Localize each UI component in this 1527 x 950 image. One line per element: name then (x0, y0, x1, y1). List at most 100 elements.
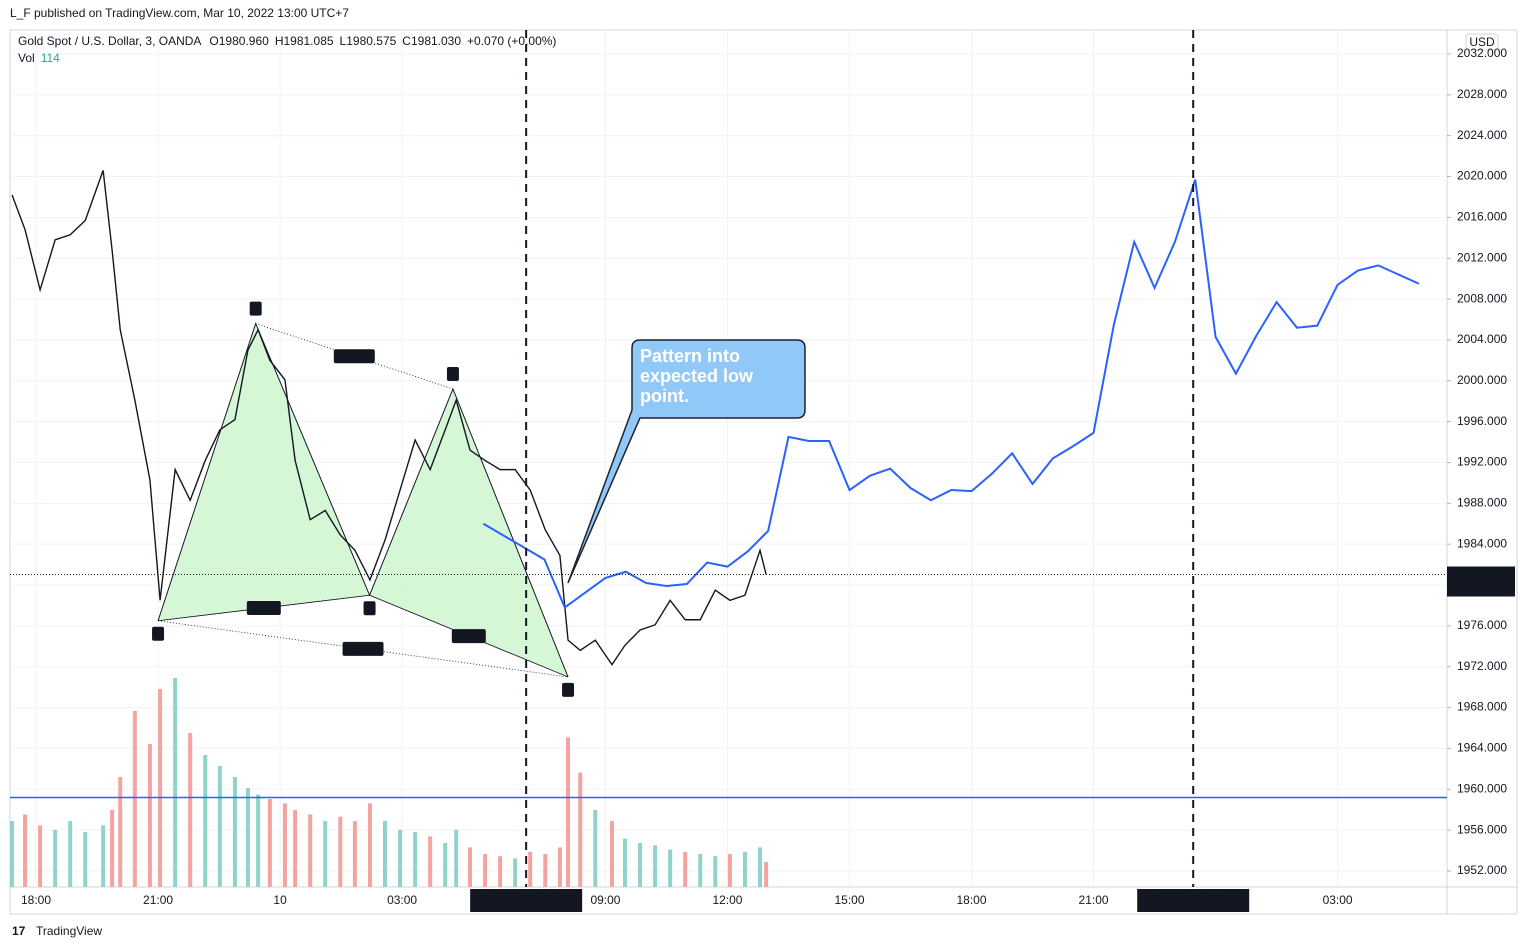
volume-bar (217, 766, 222, 887)
x-tick-label: 09:00 (590, 893, 620, 907)
pattern-fill (369, 388, 569, 677)
volume-bar (53, 829, 58, 887)
x-tick-label: 12:00 (712, 893, 742, 907)
y-tick-label: 1996.000 (1457, 414, 1507, 428)
ratio-box (246, 601, 281, 616)
volume-bar (683, 851, 688, 887)
y-tick-label: 2024.000 (1457, 128, 1507, 142)
y-tick-label: 1984.000 (1457, 536, 1507, 550)
vol-label: Vol (18, 51, 35, 65)
volume-bar (308, 814, 313, 887)
x-tick-label: 21:00 (1079, 893, 1109, 907)
ohlc-letter: L (340, 34, 347, 48)
volume-bar (443, 843, 448, 887)
ratio-label: 1.44 (457, 629, 481, 643)
pattern-fill (158, 323, 370, 621)
volume-bar (668, 849, 673, 887)
volume-legend: Vol 114 (18, 51, 60, 65)
time-marker-label: 10 Mar '22 07:03 (477, 893, 576, 907)
point-box (152, 626, 165, 641)
volume-bar (10, 821, 15, 887)
x-tick-label: 03:00 (387, 893, 417, 907)
point-label: X (154, 627, 162, 641)
callout-shape (567, 339, 806, 584)
volume-bar (232, 777, 237, 887)
volume-bar (758, 847, 763, 887)
currency: USD (1469, 35, 1495, 49)
price-tag-label: 1981.030 (1457, 568, 1507, 582)
y-tick-label: 1972.000 (1457, 659, 1507, 673)
volume-bar (282, 803, 287, 887)
y-tick-label: 2008.000 (1457, 291, 1507, 305)
ohlc-value: 1981.085 (283, 34, 333, 48)
point-box (249, 301, 262, 316)
point-box (562, 682, 575, 697)
volume-bar (245, 788, 250, 887)
y-tick-label: 1956.000 (1457, 822, 1507, 836)
volume-bar (764, 861, 769, 887)
point-box (363, 601, 376, 616)
volume-bar (468, 847, 473, 887)
volume-bar (293, 810, 298, 887)
volume-bar (528, 851, 533, 887)
x-tick-label: 21:00 (143, 893, 173, 907)
y-tick-label: 1992.000 (1457, 455, 1507, 469)
price-tag (1447, 566, 1515, 597)
volume-bar (367, 803, 372, 887)
volume-bar (742, 851, 747, 887)
volume-bar (110, 810, 115, 887)
volume-bar (513, 858, 518, 887)
volume-bar (653, 845, 658, 887)
y-tick-label: 1952.000 (1457, 863, 1507, 877)
symbol: Gold Spot / U.S. Dollar, 3, OANDA (18, 34, 201, 48)
header: L_F published on TradingView.com, Mar 10… (10, 6, 349, 20)
x-tick-label: 03:00 (1323, 893, 1353, 907)
volume-bar (727, 854, 732, 887)
volume-bar (23, 814, 28, 887)
volume-bar (454, 829, 459, 887)
volume-bar (383, 821, 388, 887)
volume-bar (557, 847, 562, 887)
plot: 0.758 0.88 1.44 1.173 X A B C D Pattern into expe… (10, 30, 1447, 887)
time-marker-label: 10 Mar '22 23:27 (1144, 893, 1243, 907)
currency-box (1465, 33, 1499, 51)
volume-bar (147, 744, 152, 887)
point-label: A (251, 302, 260, 316)
volume-bar (188, 733, 193, 887)
time-marker-box (470, 889, 583, 912)
volume-bar (118, 777, 123, 887)
volume-bar (566, 737, 571, 887)
y-tick-label: 1976.000 (1457, 618, 1507, 632)
countdown: 02:21 (1457, 582, 1487, 596)
y-tick-label: 2020.000 (1457, 169, 1507, 183)
ratio-box (342, 641, 384, 656)
volume-bar (698, 854, 703, 887)
volume-bar (338, 816, 343, 887)
ohlc-letter: H (275, 34, 284, 48)
volume-bar (622, 838, 627, 887)
y-tick-label: 2012.000 (1457, 250, 1507, 264)
ratio-label: 0.88 (252, 601, 276, 615)
volume-bar (267, 799, 272, 887)
x-tick-label: 18:00 (21, 893, 51, 907)
time-marker-box (1137, 889, 1250, 912)
volume-bar (713, 856, 718, 887)
volume-bar (132, 711, 137, 887)
callout-text: Pattern into expected low point. (640, 346, 754, 406)
projection-line (482, 179, 1420, 610)
volume-bar (413, 832, 418, 887)
volume-bar (256, 794, 261, 887)
y-tick-label: 2004.000 (1457, 332, 1507, 346)
ratio-box (333, 349, 375, 364)
x-tick-label: 10 (273, 893, 287, 907)
ratio-label: 0.758 (339, 349, 369, 363)
volume-bar (68, 821, 73, 887)
ohlc-value: 1980.575 (346, 34, 396, 48)
point-box (446, 366, 459, 381)
y-tick-label: 1964.000 (1457, 741, 1507, 755)
ohlc-value: 1981.030 (411, 34, 461, 48)
ratio-box (451, 629, 486, 644)
callout: Pattern into expected low point. (640, 346, 754, 406)
